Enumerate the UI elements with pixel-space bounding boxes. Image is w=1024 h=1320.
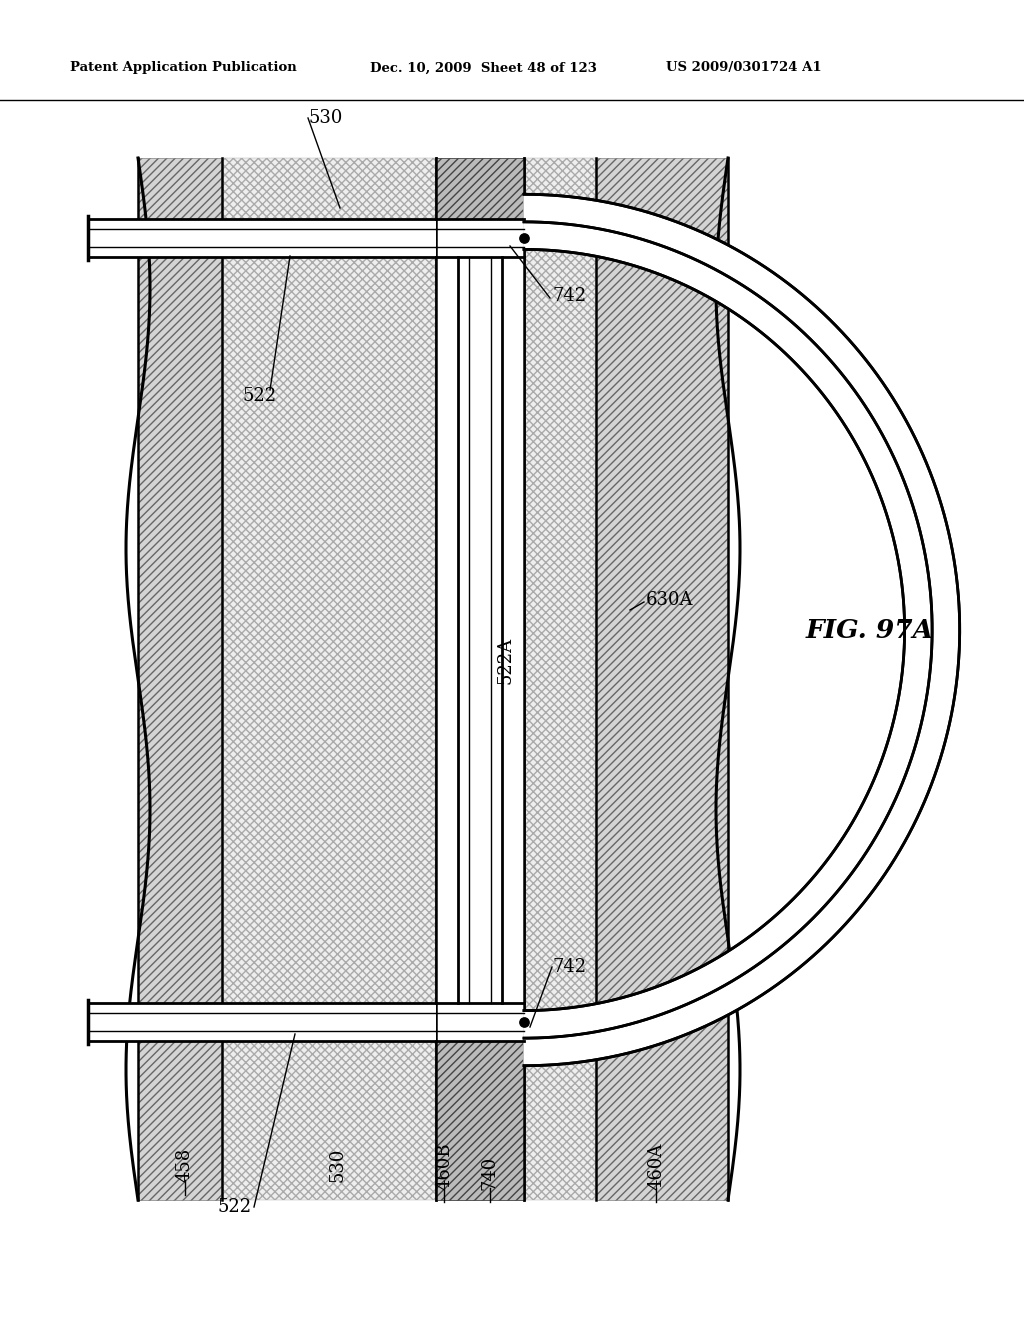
Text: 460B: 460B <box>435 1142 453 1191</box>
Bar <box>88 1003 436 1041</box>
Text: 522: 522 <box>218 1199 252 1216</box>
Text: Dec. 10, 2009  Sheet 48 of 123: Dec. 10, 2009 Sheet 48 of 123 <box>370 62 597 74</box>
Bar <box>436 1041 524 1200</box>
Bar <box>436 219 524 1041</box>
Bar <box>436 158 524 219</box>
Text: 740: 740 <box>481 1156 499 1191</box>
Bar <box>222 158 436 1200</box>
Bar <box>436 158 524 1200</box>
Text: 460A: 460A <box>647 1143 665 1191</box>
Point <box>516 1011 532 1032</box>
Text: 522: 522 <box>243 387 278 405</box>
Text: 530: 530 <box>329 1147 347 1181</box>
Text: FIG. 97A: FIG. 97A <box>806 618 934 643</box>
Bar <box>88 219 436 257</box>
Text: 530: 530 <box>308 110 342 127</box>
Point <box>516 227 532 248</box>
Bar <box>458 257 502 1003</box>
Bar <box>596 158 728 1200</box>
Bar <box>138 158 222 1200</box>
Text: Patent Application Publication: Patent Application Publication <box>70 62 297 74</box>
Text: 742: 742 <box>552 958 586 975</box>
Text: 630A: 630A <box>646 591 693 609</box>
Text: 742: 742 <box>552 286 586 305</box>
Polygon shape <box>524 222 932 1038</box>
Bar <box>524 158 596 1200</box>
Bar <box>88 219 436 257</box>
Bar <box>88 1003 436 1041</box>
Text: 458: 458 <box>176 1148 194 1181</box>
Text: 522A: 522A <box>496 636 514 684</box>
Text: US 2009/0301724 A1: US 2009/0301724 A1 <box>666 62 821 74</box>
Bar <box>458 257 502 1003</box>
Polygon shape <box>524 194 959 1065</box>
